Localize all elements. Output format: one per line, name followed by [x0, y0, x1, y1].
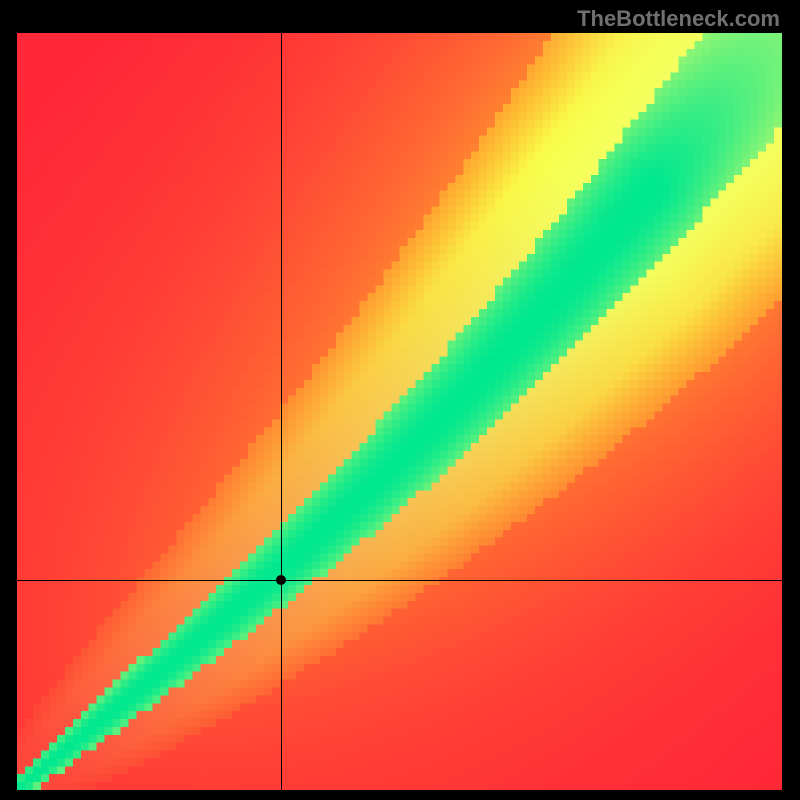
- bottleneck-heatmap: [17, 33, 782, 790]
- crosshair-horizontal: [17, 580, 782, 581]
- crosshair-marker: [276, 575, 286, 585]
- chart-container: TheBottleneck.com: [0, 0, 800, 800]
- crosshair-vertical: [281, 33, 282, 790]
- watermark-text: TheBottleneck.com: [577, 6, 780, 32]
